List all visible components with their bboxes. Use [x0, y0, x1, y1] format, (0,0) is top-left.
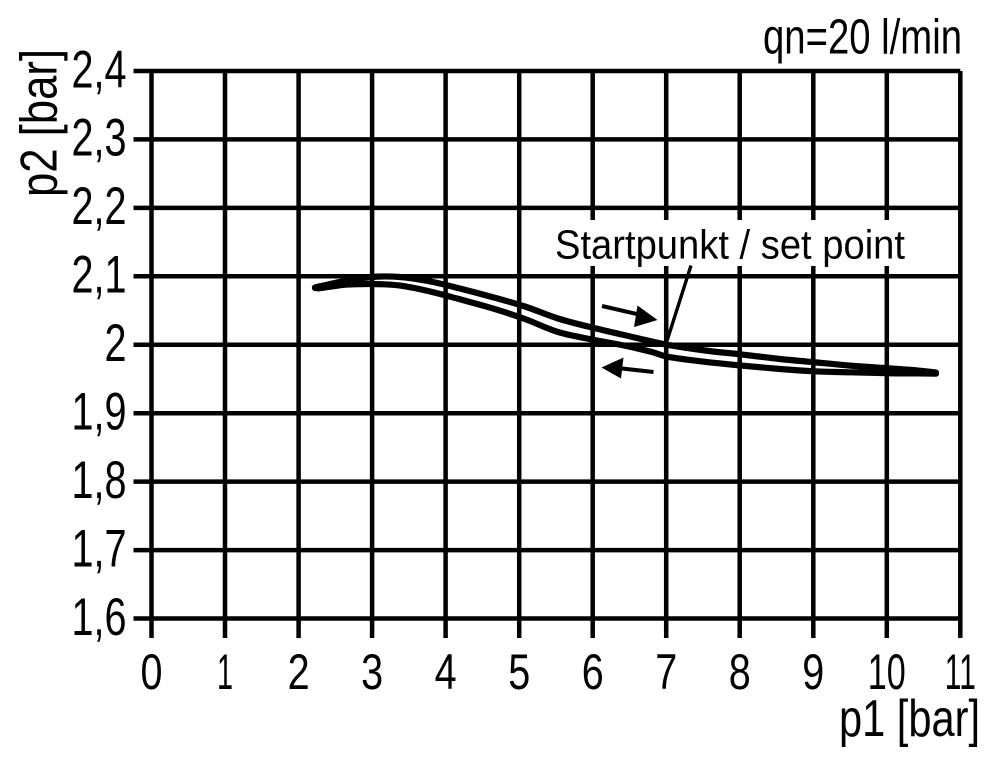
svg-text:4: 4	[435, 644, 457, 700]
svg-text:qn=20 l/min: qn=20 l/min	[763, 11, 962, 65]
svg-text:10: 10	[868, 644, 906, 700]
svg-text:3: 3	[361, 644, 383, 700]
svg-text:2,1: 2,1	[72, 246, 127, 305]
svg-text:6: 6	[582, 644, 604, 700]
svg-text:2: 2	[288, 644, 310, 700]
svg-text:8: 8	[729, 644, 751, 700]
svg-text:Startpunkt / set point: Startpunkt / set point	[555, 222, 906, 268]
svg-text:7: 7	[655, 644, 677, 700]
svg-text:1,9: 1,9	[72, 383, 127, 442]
svg-text:2: 2	[105, 314, 127, 373]
svg-text:2,2: 2,2	[72, 177, 127, 236]
svg-text:0: 0	[141, 644, 163, 700]
svg-text:2,3: 2,3	[72, 109, 127, 168]
svg-text:p1 [bar]: p1 [bar]	[839, 690, 980, 748]
svg-text:5: 5	[508, 644, 530, 700]
svg-text:1,7: 1,7	[72, 519, 127, 578]
svg-text:p2 [bar]: p2 [bar]	[11, 49, 69, 197]
svg-text:1: 1	[217, 644, 233, 700]
svg-text:1,6: 1,6	[72, 588, 127, 647]
svg-text:2,4: 2,4	[72, 40, 127, 99]
svg-text:1,8: 1,8	[72, 451, 127, 510]
svg-text:9: 9	[802, 644, 824, 700]
svg-text:11: 11	[945, 644, 976, 700]
